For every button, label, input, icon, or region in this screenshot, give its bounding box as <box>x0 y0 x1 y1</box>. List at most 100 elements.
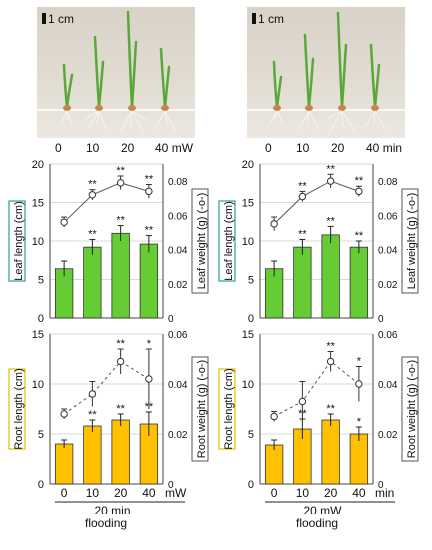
weight-point <box>355 187 363 196</box>
y2-tick-label: 0.06 <box>378 330 398 341</box>
dose-label-b2: 20 <box>331 141 345 155</box>
bar-significance: * <box>357 416 362 428</box>
weight-line <box>63 360 150 415</box>
weight-point <box>145 187 153 196</box>
line-significance: ** <box>145 174 154 186</box>
bar-significance: ** <box>298 228 307 240</box>
x-tick-label: 40 <box>142 486 156 500</box>
y2-tick-label: 0.02 <box>168 280 188 291</box>
y-tick-label: 10 <box>32 236 44 248</box>
weight-point <box>145 375 153 383</box>
y-tick-label: 15 <box>32 329 44 341</box>
y2-axis-label: Root weight (g) (-o-) <box>406 360 418 458</box>
x-tick-label: 0 <box>61 486 68 500</box>
weight-point <box>270 220 278 228</box>
y2-tick-label: 0.02 <box>378 430 398 441</box>
y2-tick-label: 0.04 <box>168 380 188 391</box>
y2-tick-label: 0.06 <box>378 211 398 222</box>
y2-tick-label: 0.06 <box>168 330 188 341</box>
condition-label: 20 min <box>94 504 130 514</box>
seedlings-drawing <box>247 11 405 134</box>
y2-tick-label: 0.08 <box>378 177 398 188</box>
scale-label: 1 cm <box>48 12 75 26</box>
dose-label-b3: 40 min <box>366 141 403 155</box>
line-significance: ** <box>326 341 335 353</box>
bar-line-charts: 0 5 10 15 20 0 0.02 0.04 0.06 0.08 Leaf length (cm… <box>8 159 419 514</box>
x-unit-label: min <box>375 486 394 500</box>
y2-tick-label: 0.02 <box>168 430 188 441</box>
x-tick-label: 40 <box>352 486 366 500</box>
seedling-photo-time: 1 cm <box>247 7 405 138</box>
bar <box>321 234 340 319</box>
y-label-box <box>8 200 26 282</box>
bar-significance: ** <box>116 403 125 415</box>
y-label-box <box>8 368 26 450</box>
y2-tick-label: 0 <box>168 480 174 491</box>
bar <box>83 246 102 319</box>
y-tick-label: 10 <box>242 236 254 248</box>
y-tick-label: 15 <box>242 198 254 210</box>
y2-label-box <box>191 188 209 294</box>
y-tick-label: 10 <box>242 379 254 391</box>
weight-point <box>88 390 97 398</box>
weight-point <box>60 218 68 226</box>
y-tick-label: 15 <box>242 329 254 341</box>
weight-point <box>116 357 125 366</box>
y2-tick-label: 0.08 <box>168 177 188 188</box>
y-label-box <box>218 368 236 450</box>
y-tick-label: 0 <box>38 479 44 491</box>
bar <box>111 419 130 485</box>
dose-label-a0: 0 <box>55 141 62 155</box>
weight-point <box>88 191 97 199</box>
flooding-label-right: flooding <box>296 516 339 530</box>
y2-axis-label: Root weight (g) (-o-) <box>196 360 208 458</box>
weight-point <box>270 412 278 421</box>
weight-point <box>326 357 335 366</box>
weight-point <box>326 177 335 185</box>
line-significance: * <box>357 356 362 368</box>
scale-bar: 1 cm <box>252 12 284 26</box>
y2-tick-label: 0.04 <box>168 246 188 257</box>
line-significance: ** <box>326 163 335 175</box>
bar-significance: ** <box>326 215 335 227</box>
bar <box>111 232 130 319</box>
y-axis-label: Leaf length (cm) <box>223 201 235 280</box>
line-significance: ** <box>116 338 125 350</box>
y2-label-box <box>401 356 419 462</box>
y-label-box <box>218 200 236 282</box>
weight-line <box>273 360 360 417</box>
y2-tick-label: 0.02 <box>378 280 398 291</box>
bar <box>264 444 284 485</box>
weight-point <box>298 397 307 406</box>
y-axis-label: Root length (cm) <box>223 368 235 449</box>
x-tick-label: 20 <box>114 486 128 500</box>
y-tick-label: 15 <box>32 198 44 210</box>
line-significance: ** <box>88 179 97 191</box>
bar-significance: ** <box>88 228 97 240</box>
bar-significance: ** <box>355 230 364 242</box>
y-tick-label: 5 <box>248 429 254 441</box>
condition-label: 20 mW <box>303 504 342 514</box>
bar-significance: ** <box>116 215 125 227</box>
y-tick-label: 0 <box>38 313 44 325</box>
dose-label-a1: 10 <box>86 141 100 155</box>
line-significance: ** <box>298 180 307 192</box>
x-tick-label: 10 <box>86 486 100 500</box>
bar <box>54 443 74 485</box>
dose-label-b1: 10 <box>296 141 310 155</box>
dose-label-a3: 40 mW <box>155 141 194 155</box>
y2-tick-label: 0 <box>378 314 384 325</box>
flooding-label-left: flooding <box>85 516 128 530</box>
y2-label-box <box>401 188 419 294</box>
y-tick-label: 5 <box>248 275 254 287</box>
weight-line <box>63 182 150 223</box>
seedlings-drawing <box>37 10 195 134</box>
line-significance: ** <box>355 175 364 187</box>
y2-axis-label: Leaf weight (g) (-o-) <box>196 193 208 290</box>
y2-tick-label: 0.04 <box>378 246 398 257</box>
bar-significance: ** <box>326 403 335 415</box>
y-tick-label: 0 <box>248 479 254 491</box>
bar-significance: ** <box>88 409 97 421</box>
y-axis-label: Root length (cm) <box>13 368 25 449</box>
y-tick-label: 5 <box>38 275 44 287</box>
